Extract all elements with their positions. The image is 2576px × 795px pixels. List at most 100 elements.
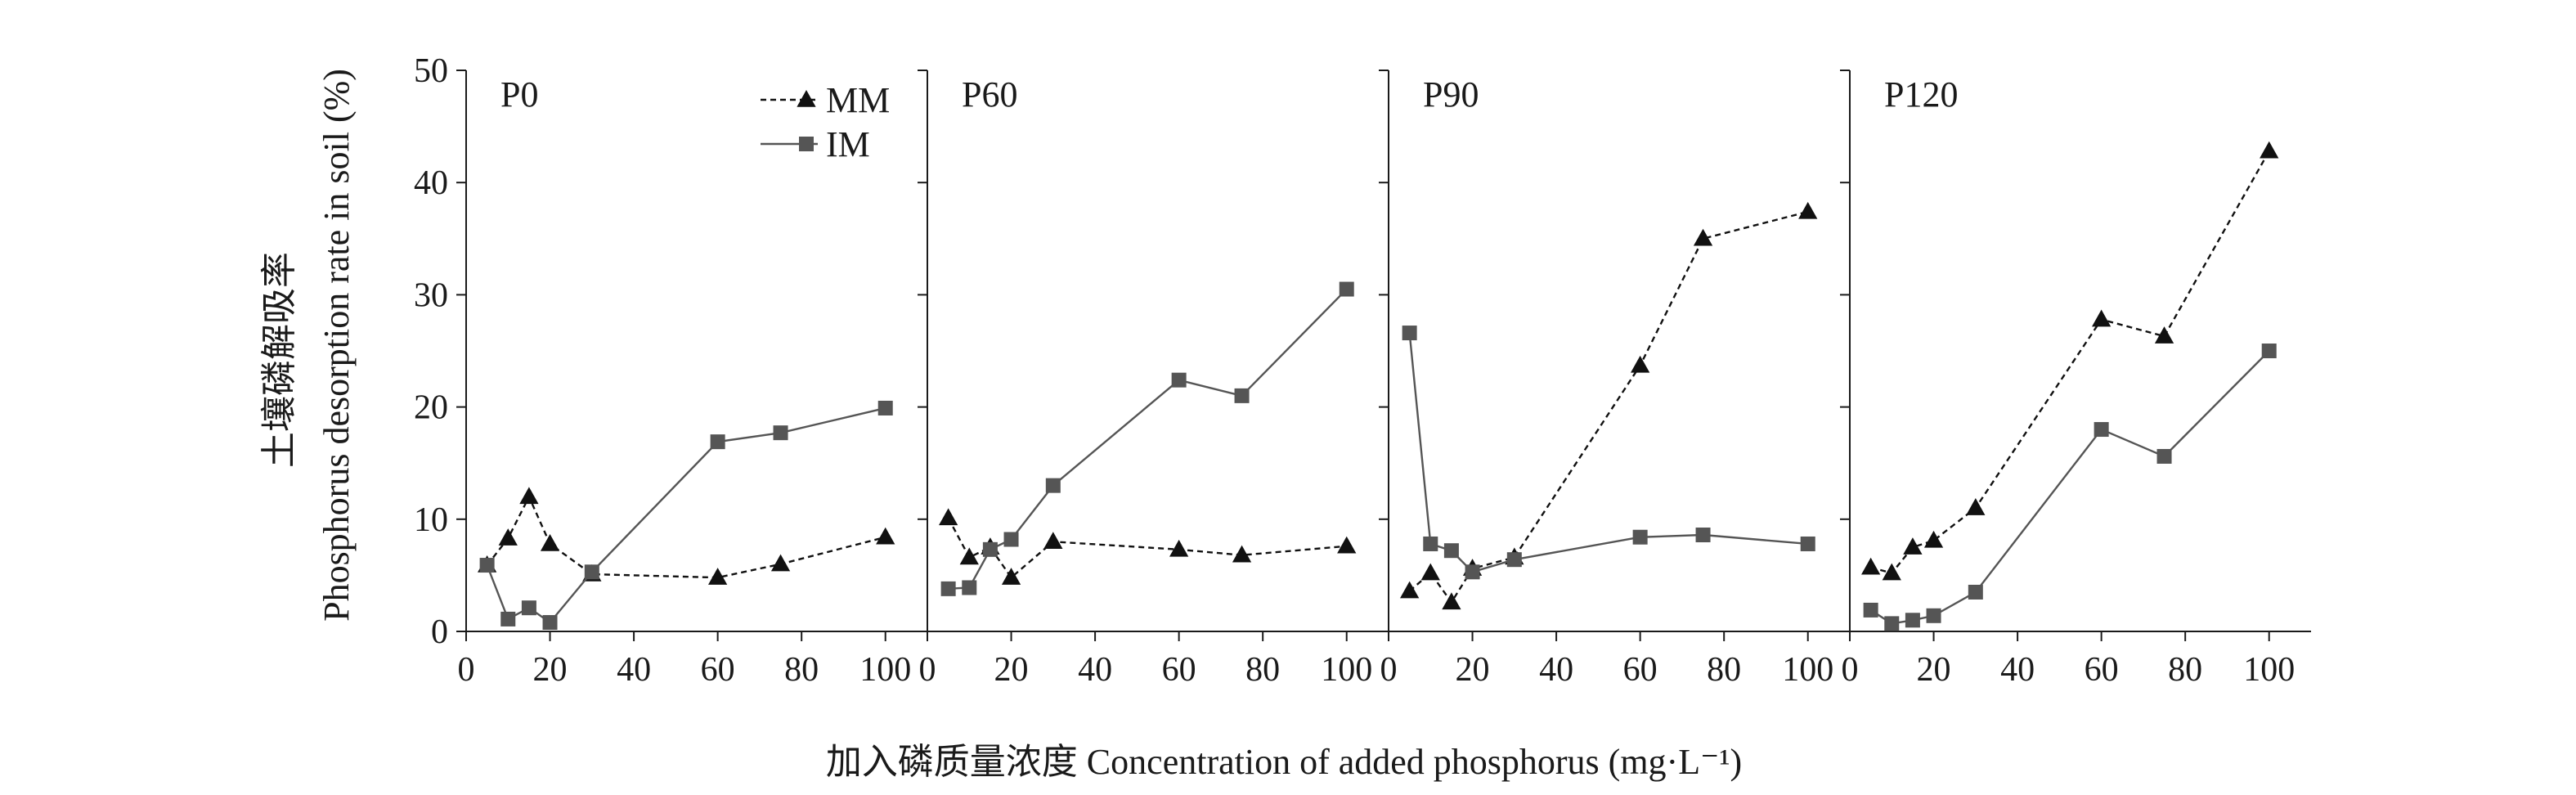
- data-point-im: [1695, 528, 1711, 543]
- data-point-im: [521, 600, 536, 616]
- data-point-im: [1003, 532, 1019, 547]
- series-line-im: [486, 406, 886, 624]
- x-tick-label: 80: [784, 651, 819, 689]
- data-point-mm: [770, 554, 791, 572]
- x-tick-label: 40: [2000, 651, 2035, 689]
- data-point-mm: [1420, 563, 1440, 581]
- y-axis-title-cn: 土壤磷解吸率: [259, 252, 299, 468]
- legend-marker-mm: [797, 89, 816, 107]
- legend-label-mm: MM: [826, 80, 890, 120]
- x-tick-label: 40: [617, 651, 651, 689]
- legend-label-im: IM: [826, 124, 870, 164]
- x-tick-label: 0: [1380, 651, 1398, 689]
- x-tick-label: 0: [919, 651, 936, 689]
- data-point-mm: [2092, 309, 2112, 327]
- data-point-im: [1423, 536, 1438, 551]
- data-point-mm: [1337, 536, 1357, 554]
- y-tick-label: 0: [431, 613, 448, 651]
- data-point-im: [1465, 564, 1480, 580]
- x-tick-label: 80: [2168, 651, 2202, 689]
- data-point-im: [479, 558, 495, 573]
- data-point-mm: [959, 547, 979, 565]
- data-point-im: [877, 400, 893, 415]
- data-point-im: [1171, 372, 1187, 388]
- data-point-im: [1884, 616, 1900, 631]
- data-point-im: [1926, 608, 1941, 623]
- x-tick-label: 20: [994, 651, 1029, 689]
- data-point-mm: [876, 527, 895, 545]
- panel-label: P60: [962, 74, 1017, 115]
- y-tick-label: 50: [414, 52, 448, 90]
- data-point-im: [500, 611, 516, 627]
- y-tick-label: 30: [414, 276, 448, 314]
- axes-layer: 0 10 20 30 40 50 0 20 40 60 80 100 P0 0 20 40 60 80 100 P60…: [414, 52, 2311, 689]
- series-line-mm: [947, 517, 1347, 579]
- data-point-im: [962, 580, 977, 595]
- x-tick-label: 80: [1707, 651, 1741, 689]
- x-tick-label: 80: [1245, 651, 1280, 689]
- data-point-mm: [1693, 228, 1713, 246]
- y-axis-title-en: Phosphorus desorption rate in soil (%): [316, 69, 357, 622]
- x-tick-label: 0: [1842, 651, 1859, 689]
- x-tick-label: 60: [1162, 651, 1196, 689]
- data-point-im: [773, 425, 788, 441]
- x-tick-label: 60: [1623, 651, 1658, 689]
- data-point-im: [1506, 552, 1522, 568]
- x-tick-label: 100: [1782, 651, 1833, 689]
- data-point-mm: [2154, 326, 2174, 344]
- x-tick-label: 60: [2085, 651, 2119, 689]
- data-point-mm: [1966, 498, 1986, 515]
- data-point-im: [1800, 536, 1815, 551]
- data-point-im: [2261, 344, 2277, 358]
- x-tick-label: 20: [1917, 651, 1951, 689]
- data-point-mm: [1882, 563, 1901, 581]
- data-point-mm: [1232, 545, 1252, 563]
- data-point-im: [1905, 613, 1920, 628]
- data-point-im: [1632, 529, 1648, 545]
- data-point-mm: [1442, 592, 1461, 610]
- x-tick-label: 100: [1321, 651, 1372, 689]
- x-axis-title: 加入磷质量浓度 Concentration of added phosphoru…: [826, 742, 1742, 782]
- series-line-im: [1408, 332, 1808, 573]
- data-point-mm: [1923, 530, 1944, 548]
- data-point-mm: [1400, 581, 1420, 599]
- data-point-mm: [540, 533, 560, 551]
- data-point-im: [1234, 388, 1250, 403]
- x-tick-label: 0: [458, 651, 475, 689]
- x-tick-label: 60: [701, 651, 735, 689]
- data-point-im: [542, 615, 558, 631]
- y-tick-label: 10: [414, 501, 448, 539]
- data-point-mm: [498, 528, 518, 546]
- data-point-mm: [519, 487, 539, 505]
- y-tick-label: 20: [414, 389, 448, 427]
- data-point-mm: [1861, 557, 1881, 575]
- data-point-mm: [1001, 568, 1021, 585]
- data-point-im: [1339, 281, 1354, 297]
- data-point-im: [2156, 448, 2172, 464]
- panel-label: P0: [500, 74, 538, 115]
- data-point-im: [1443, 543, 1459, 559]
- data-point-mm: [708, 568, 728, 585]
- x-tick-label: 40: [1078, 651, 1112, 689]
- series-line-im: [1869, 350, 2270, 625]
- series-line-mm: [1870, 150, 2270, 575]
- data-point-mm: [939, 508, 958, 526]
- data-point-mm: [1798, 201, 1818, 219]
- panel-label: P120: [1884, 74, 1958, 115]
- x-tick-label: 20: [1456, 651, 1490, 689]
- legend-marker-im: [799, 137, 814, 151]
- x-tick-label: 100: [859, 651, 911, 689]
- data-point-im: [710, 434, 725, 450]
- data-point-im: [1402, 326, 1417, 341]
- x-tick-label: 100: [2243, 651, 2295, 689]
- data-point-mm: [1903, 537, 1923, 555]
- labels-layer: 加入磷质量浓度 Concentration of added phosphoru…: [259, 69, 1742, 782]
- series-line-mm: [486, 494, 886, 579]
- data-point-mm: [1631, 355, 1650, 373]
- data-point-mm: [2260, 141, 2279, 159]
- panel-label: P90: [1423, 74, 1479, 115]
- data-point-im: [940, 581, 956, 596]
- data-point-mm: [1169, 539, 1189, 557]
